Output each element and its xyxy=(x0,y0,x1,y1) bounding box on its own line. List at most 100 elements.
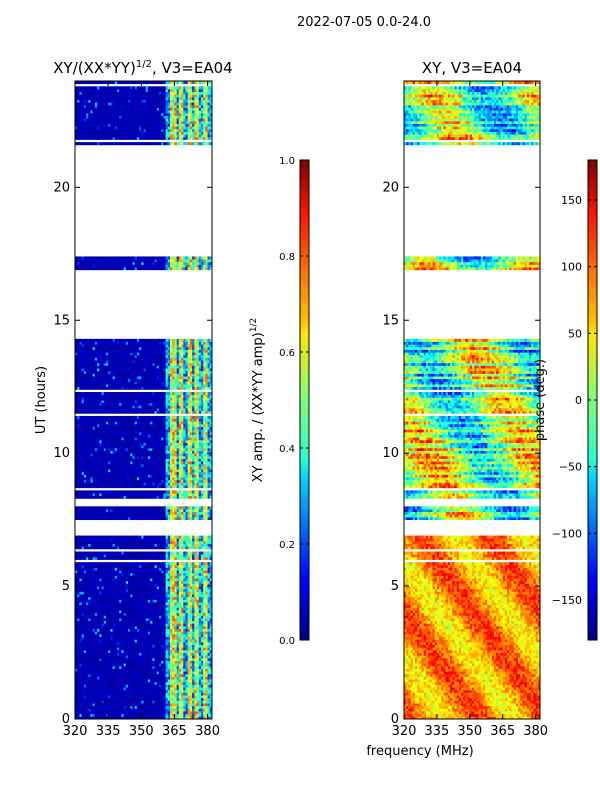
amp-heatmap-cell xyxy=(187,705,191,709)
amp-heatmap-cell xyxy=(94,713,98,717)
amp-heatmap-cell xyxy=(147,633,151,637)
amp-heatmap-cell xyxy=(125,705,129,709)
amp-heatmap-cell xyxy=(143,660,147,664)
amp-heatmap-cell xyxy=(174,716,178,719)
amp-heatmap-cell xyxy=(125,620,129,624)
amp-heatmap-cell xyxy=(123,655,127,659)
amp-heatmap-cell xyxy=(108,713,111,717)
amp-heatmap-cell xyxy=(194,628,197,632)
amp-heatmap-cell xyxy=(167,641,171,645)
amp-heatmap-cell xyxy=(97,684,100,688)
amp-heatmap-cell xyxy=(81,676,85,680)
amp-heatmap-cell xyxy=(97,636,100,640)
amp-heatmap-cell xyxy=(176,644,180,648)
amp-heatmap-cell xyxy=(112,692,116,696)
amp-heatmap-cell xyxy=(88,676,91,680)
amp-heatmap-cell xyxy=(194,687,197,691)
amp-heatmap-cell xyxy=(92,671,96,675)
amp-heatmap-cell xyxy=(152,647,155,651)
amp-heatmap-cell xyxy=(194,711,197,715)
amp-heatmap-cell xyxy=(194,716,197,719)
amp-heatmap-cell xyxy=(176,716,180,719)
amp-heatmap-cell xyxy=(163,625,166,630)
amp-heatmap-cell xyxy=(94,711,98,715)
amp-heatmap-cell xyxy=(86,697,89,701)
amp-heatmap-cell xyxy=(128,695,131,699)
amp-heatmap-cell xyxy=(172,708,175,712)
amp-heatmap-cell xyxy=(139,657,142,661)
amp-heatmap-cell xyxy=(174,652,178,656)
amp-heatmap-cell xyxy=(156,692,160,696)
amp-heatmap-cell xyxy=(198,631,202,635)
amp-heatmap-cell xyxy=(86,636,89,640)
amp-heatmap-cell xyxy=(174,705,178,709)
amp-heatmap-cell xyxy=(167,668,171,672)
amp-heatmap-cell xyxy=(108,631,111,635)
amp-heatmap-cell xyxy=(196,676,200,680)
amp-heatmap-cell xyxy=(205,625,208,630)
amp-heatmap-cell xyxy=(134,687,138,691)
amp-heatmap-cell xyxy=(185,684,189,688)
amp-heatmap-cell xyxy=(110,623,113,627)
amp-heatmap-cell xyxy=(99,663,102,667)
amp-heatmap-cell xyxy=(161,657,164,661)
amp-heatmap-cell xyxy=(178,641,182,645)
amp-heatmap-cell xyxy=(88,657,91,661)
amp-heatmap-cell xyxy=(158,649,162,653)
amp-heatmap-cell xyxy=(209,663,212,667)
amp-heatmap-cell xyxy=(108,700,111,704)
amp-heatmap-cell xyxy=(161,663,164,667)
amp-heatmap-cell xyxy=(189,705,193,709)
amp-heatmap-cell xyxy=(196,631,200,635)
amp-heatmap-cell xyxy=(185,708,189,712)
amp-heatmap-cell xyxy=(103,657,107,661)
amp-heatmap-cell xyxy=(81,644,85,648)
amp-heatmap-cell xyxy=(170,687,173,691)
amp-heatmap-cell xyxy=(119,657,122,661)
amp-heatmap-cell xyxy=(110,687,113,691)
amp-heatmap-cell xyxy=(125,657,129,661)
amp-heatmap-cell xyxy=(136,628,140,632)
amp-heatmap-cell xyxy=(77,687,80,691)
amp-heatmap-cell xyxy=(139,631,142,635)
amp-heatmap-cell xyxy=(209,684,212,688)
amp-heatmap-cell xyxy=(101,692,105,696)
amp-heatmap-cell xyxy=(189,633,193,637)
amp-heatmap-cell xyxy=(183,679,186,683)
amp-heatmap-cell xyxy=(101,647,105,651)
amp-heatmap-cell xyxy=(123,633,127,637)
amp-heatmap-cell xyxy=(92,639,96,643)
amp-heatmap-cell xyxy=(196,684,200,688)
amp-heatmap-cell xyxy=(114,617,118,622)
amp-heatmap-cell xyxy=(170,623,173,627)
amp-heatmap-cell xyxy=(158,641,162,645)
amp-heatmap-cell xyxy=(189,697,193,701)
amp-heatmap-cell xyxy=(103,663,107,667)
amp-heatmap-cell xyxy=(209,673,212,677)
amp-heatmap-cell xyxy=(200,671,204,675)
amp-heatmap-cell xyxy=(141,703,144,707)
amp-heatmap-cell xyxy=(185,623,189,627)
amp-heatmap-cell xyxy=(92,668,96,672)
amp-heatmap-cell xyxy=(125,660,129,664)
amp-heatmap-cell xyxy=(205,631,208,635)
amp-heatmap-cell xyxy=(112,617,116,622)
amp-heatmap-cell xyxy=(134,639,138,643)
amp-heatmap-cell xyxy=(183,647,186,651)
amp-heatmap-cell xyxy=(158,687,162,691)
amp-heatmap-cell xyxy=(86,684,89,688)
amp-heatmap-cell xyxy=(203,644,206,648)
amp-heatmap-cell xyxy=(165,633,169,637)
amp-heatmap-cell xyxy=(194,625,197,630)
amp-heatmap-cell xyxy=(170,716,173,719)
amp-heatmap-cell xyxy=(158,695,162,699)
amp-heatmap-cell xyxy=(103,689,107,693)
amp-heatmap-cell xyxy=(181,620,184,624)
amp-heatmap-cell xyxy=(116,649,120,653)
amp-heatmap-cell xyxy=(207,633,211,637)
amp-heatmap-cell xyxy=(145,713,149,717)
amp-heatmap-cell xyxy=(181,652,184,656)
amp-heatmap-cell xyxy=(90,695,94,699)
amp-heatmap-cell xyxy=(83,695,87,699)
amp-heatmap-cell xyxy=(92,655,96,659)
